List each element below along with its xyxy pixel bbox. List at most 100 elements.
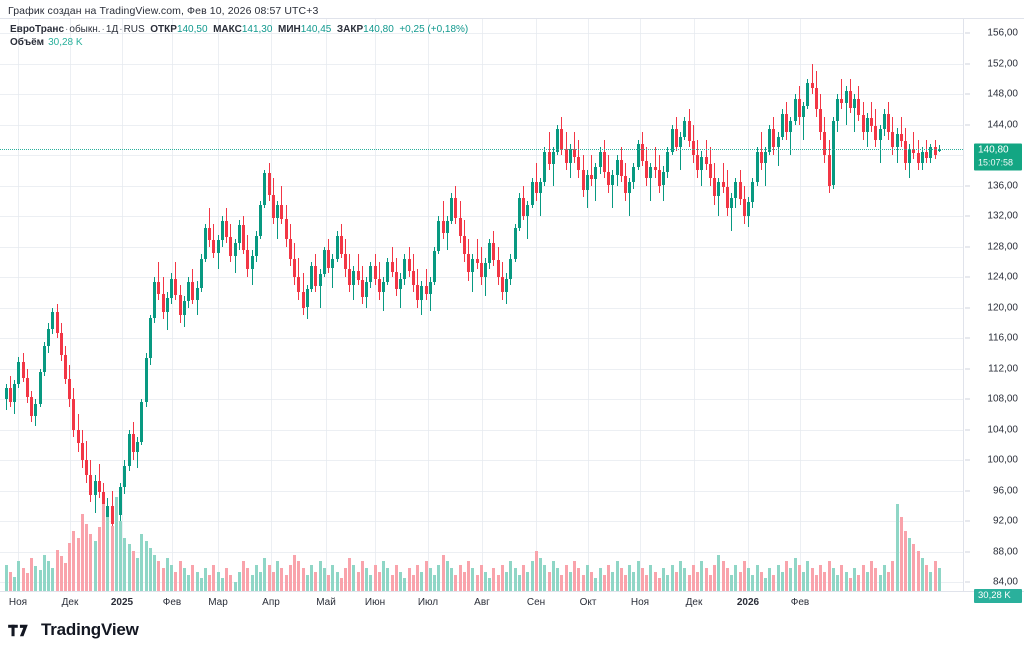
gridline [18, 19, 19, 591]
volume-bar [365, 568, 369, 591]
candle-wick [680, 132, 682, 171]
price-axis[interactable]: 156,00 152,00 148,00 144,00 136,00 132,00 128,… [963, 19, 1024, 603]
volume-bar [161, 568, 165, 591]
volume-bar [543, 564, 547, 591]
volume-bar [13, 576, 17, 591]
volume-bar [204, 568, 207, 591]
candle-wick [357, 254, 359, 285]
candle-body [590, 174, 594, 180]
candle-wick [209, 208, 211, 247]
candle-body [636, 144, 640, 168]
candle-body [937, 148, 941, 152]
candle-body [679, 136, 683, 148]
candle-body [445, 220, 449, 233]
candle-wick [234, 238, 236, 274]
candle-body [263, 173, 267, 206]
candle-body [348, 269, 352, 285]
volume-bar [399, 571, 403, 591]
volume-bar [899, 517, 903, 591]
candle-body [857, 98, 861, 116]
volume-bar [140, 534, 144, 591]
candle-body [450, 197, 454, 221]
candle-body [280, 205, 284, 220]
volume-bar [85, 524, 89, 591]
volume-bar [738, 571, 742, 591]
tradingview-logo[interactable]: TradingView [8, 620, 139, 640]
price-axis-tick-dash [965, 581, 970, 583]
volume-bar [119, 520, 123, 591]
candle-body [564, 148, 568, 163]
candle-wick [731, 193, 733, 232]
volume-bar [93, 541, 97, 591]
candle-body [110, 505, 114, 525]
candle-body [768, 129, 772, 152]
candle-wick [900, 116, 902, 148]
candle-body [191, 281, 195, 300]
candle-body [377, 278, 381, 293]
candle-body [870, 118, 874, 127]
candle-wick [485, 257, 486, 297]
candle-body [4, 388, 8, 399]
candle-body [696, 155, 700, 171]
price-axis-tick-dash [965, 32, 970, 34]
volume-bar [284, 574, 288, 591]
candle-body [360, 280, 364, 297]
candle-wick [137, 437, 139, 468]
volume-bar [254, 564, 258, 591]
candle-wick [476, 238, 478, 270]
candle-body [789, 121, 793, 133]
volume-bar [539, 557, 543, 591]
volume-bar [882, 564, 886, 591]
candle-body [394, 272, 398, 290]
candle-body [933, 147, 937, 155]
chart-plot-area[interactable] [0, 19, 963, 591]
volume-bar [666, 574, 670, 591]
candle-body [598, 151, 602, 168]
candle-wick [591, 155, 593, 186]
volume-bar [933, 561, 937, 591]
candle-body [670, 129, 674, 152]
candle-body [831, 121, 835, 186]
volume-bar [445, 561, 449, 591]
candle-wick [926, 139, 928, 163]
candle-wick [281, 185, 283, 224]
volume-bar [488, 578, 492, 591]
candle-body [517, 197, 521, 229]
volume-bar [585, 564, 589, 591]
volume-bar [288, 564, 292, 591]
candle-body [704, 156, 708, 165]
volume-bar [148, 547, 152, 591]
candle-body [339, 235, 343, 255]
time-axis-tick: 2025 [110, 597, 134, 608]
volume-bar [556, 568, 560, 591]
time-axis-tick: Авг [474, 597, 490, 608]
candle-body [182, 301, 186, 316]
tradingview-logo-mark [8, 624, 28, 636]
volume-bar [263, 557, 267, 591]
candle-body [776, 136, 780, 148]
price-axis-tick: 100,00 [987, 454, 1018, 466]
candle-body [920, 151, 924, 163]
candle-body [645, 161, 649, 178]
volume-bar [776, 564, 780, 591]
volume-bar [853, 568, 857, 591]
volume-bar [577, 568, 581, 591]
volume-bar [708, 574, 712, 591]
time-axis[interactable]: Ноя Дек 2025 Фев Мар Апр Май Июн Июл Авг Сен Окт Ноя… [0, 591, 1024, 613]
candle-body [195, 287, 199, 300]
volume-bar [467, 561, 471, 591]
price-axis-tick: 84,00 [992, 576, 1018, 588]
candle-body [700, 156, 704, 171]
candle-body [505, 278, 509, 293]
candle-body [369, 266, 373, 282]
price-axis-tick: 132,00 [987, 210, 1018, 222]
candle-body [352, 270, 356, 285]
volume-bar [280, 568, 284, 591]
volume-bar [89, 534, 93, 591]
volume-bar [390, 574, 394, 591]
volume-bar [462, 571, 466, 591]
time-axis-tick: 2026 [736, 597, 760, 608]
candle-body [687, 121, 691, 142]
candle-body [293, 258, 297, 277]
volume-bar [233, 581, 237, 591]
